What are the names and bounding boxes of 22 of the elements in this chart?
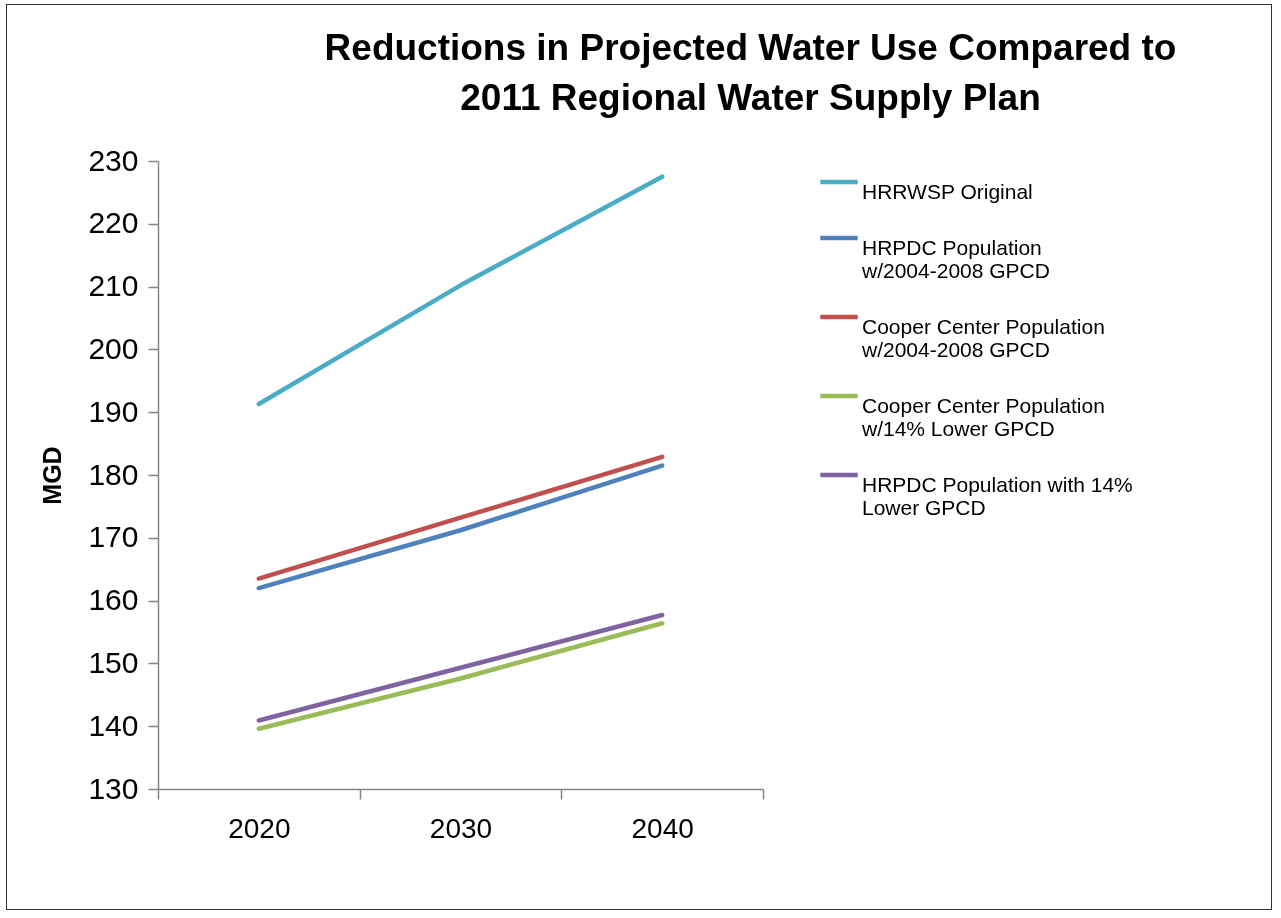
x-tick-label: 2030 bbox=[429, 812, 493, 844]
y-tick-label: 170 bbox=[88, 520, 139, 554]
y-tick-label: 200 bbox=[88, 331, 139, 365]
x-tick-label: 2040 bbox=[631, 812, 694, 844]
y-tick-label: 190 bbox=[88, 394, 139, 428]
y-tick-label: 160 bbox=[88, 583, 139, 617]
y-tick-label: 130 bbox=[88, 771, 139, 805]
legend-label: HRPDC Population w/2004-2008 GPCD bbox=[861, 236, 1050, 282]
y-tick-label: 140 bbox=[88, 708, 139, 742]
legend-label: Cooper Center Population w/2004-2008 GPCD bbox=[861, 315, 1105, 361]
x-tick-label: 2020 bbox=[228, 812, 291, 844]
legend-label: HRPDC Population with 14% Lower GPCD bbox=[862, 473, 1133, 519]
y-axis-title: MGD bbox=[38, 446, 67, 505]
y-tick-label: 230 bbox=[88, 143, 139, 177]
y-tick-label: 220 bbox=[88, 206, 139, 240]
y-tick-label: 180 bbox=[88, 457, 139, 491]
legend-label: HRRWSP Original bbox=[862, 180, 1033, 203]
text: Reductions in Projected Water Use Compared to bbox=[324, 27, 1177, 68]
y-tick-label: 210 bbox=[88, 269, 139, 303]
y-tick-label: 150 bbox=[88, 645, 139, 679]
text: 2011 Regional Water Supply Plan bbox=[460, 77, 1041, 118]
legend-label: Cooper Center Population w/14% Lower GPCD bbox=[861, 394, 1105, 440]
